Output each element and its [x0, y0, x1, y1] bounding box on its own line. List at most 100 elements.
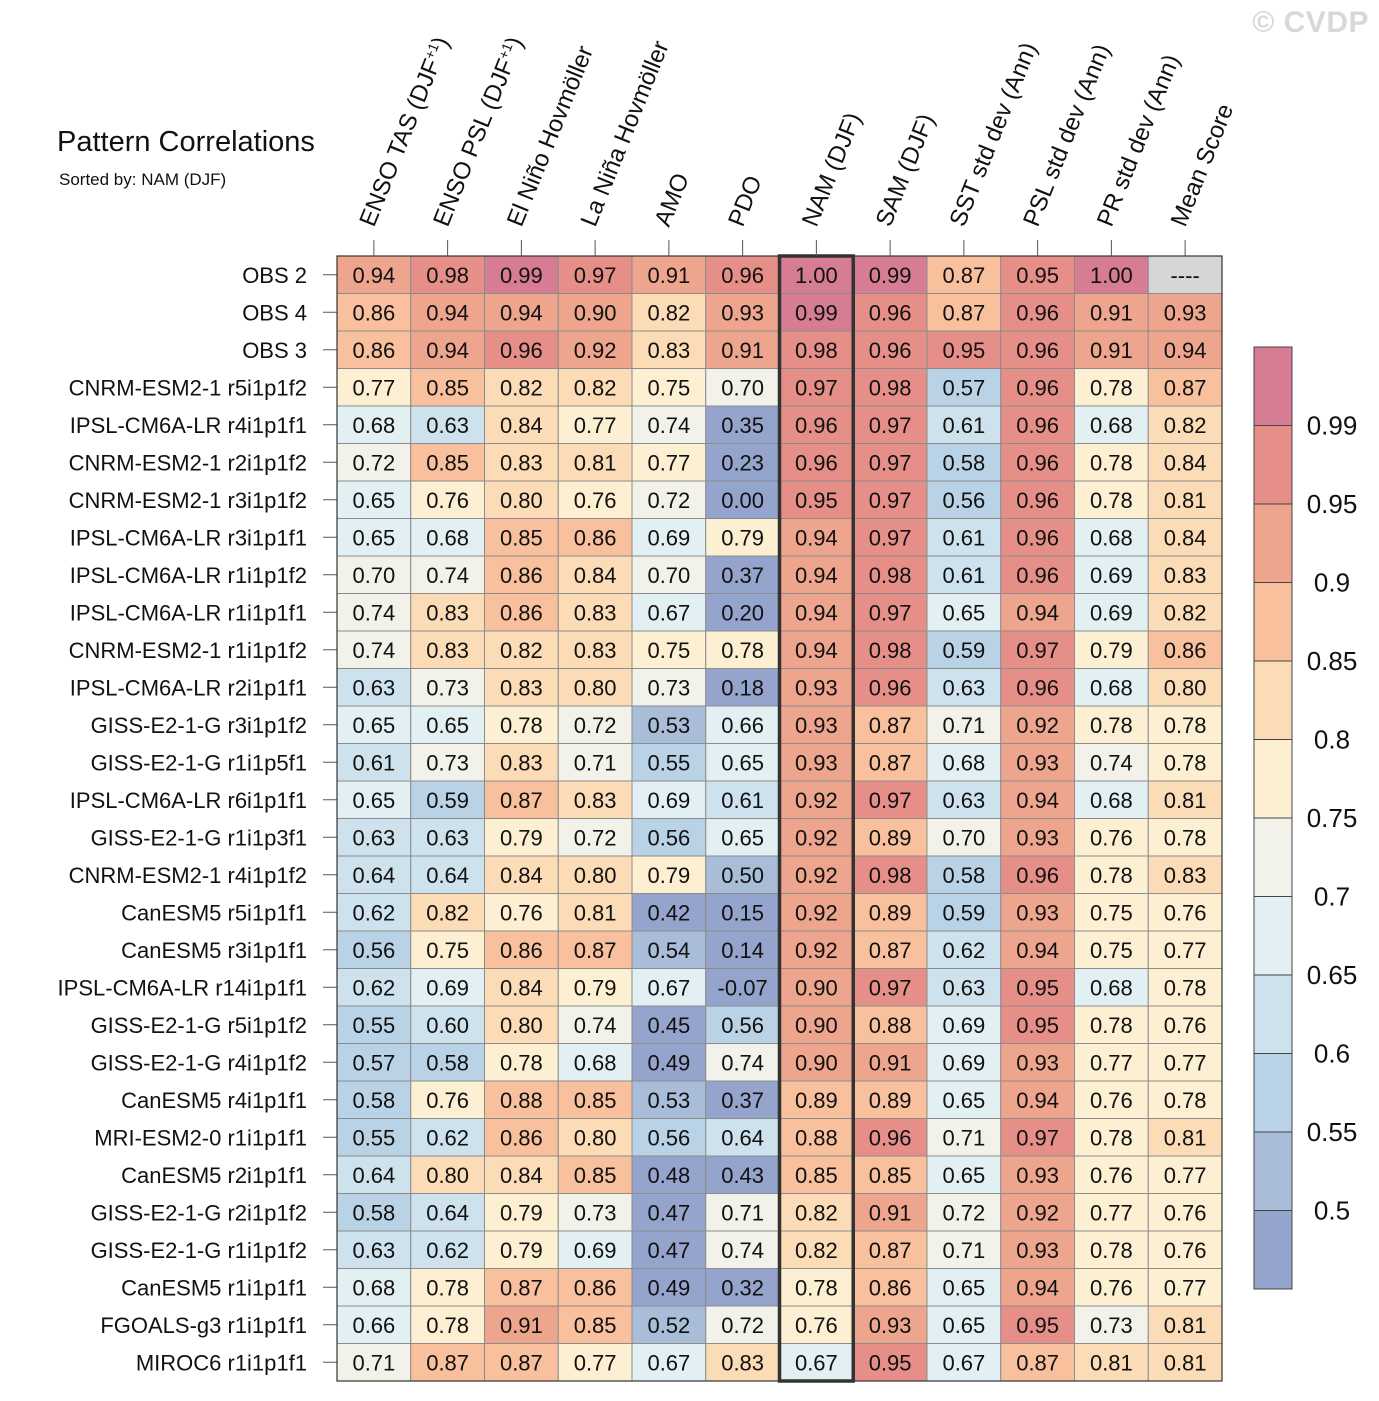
cell-value: 0.76	[1090, 825, 1133, 850]
cell-value: 0.77	[574, 413, 617, 438]
cell-value: 0.76	[1164, 900, 1207, 925]
row-label: CanESM5 r2i1p1f1	[121, 1163, 307, 1188]
heatmap-cell	[1000, 780, 1075, 819]
cell-value: 0.76	[500, 900, 543, 925]
colorbar-segment	[1254, 1053, 1292, 1132]
cell-value: 0.85	[574, 1313, 617, 1338]
row-label: GISS-E2-1-G r3i1p1f2	[91, 713, 307, 738]
heatmap-cell	[410, 705, 485, 744]
heatmap-cell	[410, 968, 485, 1007]
cell-value: 0.82	[500, 375, 543, 400]
cell-value: 0.96	[795, 450, 838, 475]
cell-value: 0.90	[795, 1050, 838, 1075]
cell-value: 0.92	[795, 900, 838, 925]
cell-value: 0.97	[869, 788, 912, 813]
heatmap-cell	[1000, 855, 1075, 894]
heatmap-cell	[705, 705, 780, 744]
cell-value: 0.73	[426, 750, 469, 775]
heatmap-cell	[1000, 705, 1075, 744]
cell-value: 0.66	[721, 713, 764, 738]
cell-value: 0.76	[1090, 1088, 1133, 1113]
heatmap-cell	[336, 480, 412, 519]
heatmap-cell	[852, 1193, 928, 1232]
cell-value: 0.68	[1090, 413, 1133, 438]
cell-value: 0.52	[647, 1313, 690, 1338]
heatmap-cell	[1074, 630, 1149, 669]
cell-value: 0.65	[942, 1088, 985, 1113]
heatmap-cell	[484, 293, 559, 332]
cell-value: 0.94	[795, 600, 838, 625]
heatmap-cell	[1147, 443, 1223, 482]
row-label: CNRM-ESM2-1 r4i1p1f2	[69, 863, 307, 888]
colorbar-segment	[1254, 739, 1292, 818]
cell-value: 0.78	[1164, 1088, 1207, 1113]
cell-value: 0.68	[574, 1050, 617, 1075]
cell-value: 0.94	[1016, 788, 1059, 813]
cell-value: 0.95	[1016, 975, 1059, 1000]
cell-value: 0.73	[574, 1200, 617, 1225]
cell-value: 0.91	[721, 338, 764, 363]
heatmap-cell	[852, 705, 928, 744]
cell-value: 0.82	[426, 900, 469, 925]
row-label: IPSL-CM6A-LR r1i1p1f1	[70, 600, 307, 625]
cell-value: 0.95	[942, 338, 985, 363]
cell-value: 0.69	[426, 975, 469, 1000]
cell-value: 0.68	[352, 413, 395, 438]
heatmap-cell	[779, 1343, 854, 1382]
cell-value: 0.50	[721, 863, 764, 888]
cell-value: 0.94	[1164, 338, 1207, 363]
heatmap-cell	[1000, 1080, 1075, 1119]
heatmap-cell	[631, 443, 707, 482]
cell-value: 0.58	[352, 1088, 395, 1113]
cell-value: 0.57	[942, 375, 985, 400]
row-label: GISS-E2-1-G r4i1p1f2	[91, 1050, 307, 1075]
cell-value: 0.99	[869, 263, 912, 288]
cell-value: 0.93	[1016, 825, 1059, 850]
heatmap-cell	[1147, 1005, 1223, 1044]
heatmap-cell	[410, 518, 485, 557]
cell-value: 0.64	[426, 863, 469, 888]
cell-value: 0.87	[869, 713, 912, 738]
cell-value: 0.78	[1090, 375, 1133, 400]
row-label: GISS-E2-1-G r1i1p5f1	[91, 750, 307, 775]
cell-value: 0.87	[942, 300, 985, 325]
colorbar-tick-label: 0.65	[1307, 960, 1358, 990]
cell-value: 0.77	[1164, 1163, 1207, 1188]
colorbar-tick-label: 0.6	[1314, 1039, 1350, 1069]
heatmap-cell	[705, 1043, 780, 1082]
heatmap-cell	[926, 780, 1002, 819]
cell-value: 0.94	[1016, 600, 1059, 625]
heatmap-cell	[852, 555, 928, 594]
cell-value: 0.58	[352, 1200, 395, 1225]
cell-value: 0.79	[574, 975, 617, 1000]
heatmap-cell	[336, 930, 412, 969]
heatmap-cell	[484, 1268, 559, 1307]
cell-value: 0.87	[1164, 375, 1207, 400]
cell-value: 0.93	[1016, 1050, 1059, 1075]
cell-value: 0.64	[352, 1163, 395, 1188]
cell-value: 0.95	[1016, 1013, 1059, 1038]
heatmap-cell	[1147, 255, 1223, 294]
heatmap-cell	[1074, 255, 1149, 294]
cell-value: 0.86	[1164, 638, 1207, 663]
cell-value: 0.93	[795, 675, 838, 700]
heatmap-cell	[1074, 518, 1149, 557]
heatmap-cell	[336, 1268, 412, 1307]
cell-value: 0.78	[1090, 1238, 1133, 1263]
cell-value: 0.62	[426, 1238, 469, 1263]
heatmap-cell	[926, 1043, 1002, 1082]
cell-value: 0.68	[1090, 788, 1133, 813]
cell-value: 0.65	[942, 1313, 985, 1338]
cell-value: 0.96	[869, 675, 912, 700]
cell-value: 0.62	[352, 900, 395, 925]
cell-value: 0.65	[942, 600, 985, 625]
heatmap-cell	[1000, 405, 1075, 444]
heatmap-cell	[336, 555, 412, 594]
cell-value: 0.85	[795, 1163, 838, 1188]
heatmap-cell	[705, 405, 780, 444]
heatmap-cell	[484, 1118, 559, 1157]
heatmap-cell	[1147, 405, 1223, 444]
cell-value: 0.93	[1016, 1238, 1059, 1263]
cell-value: 0.43	[721, 1163, 764, 1188]
heatmap-cell	[852, 818, 928, 857]
